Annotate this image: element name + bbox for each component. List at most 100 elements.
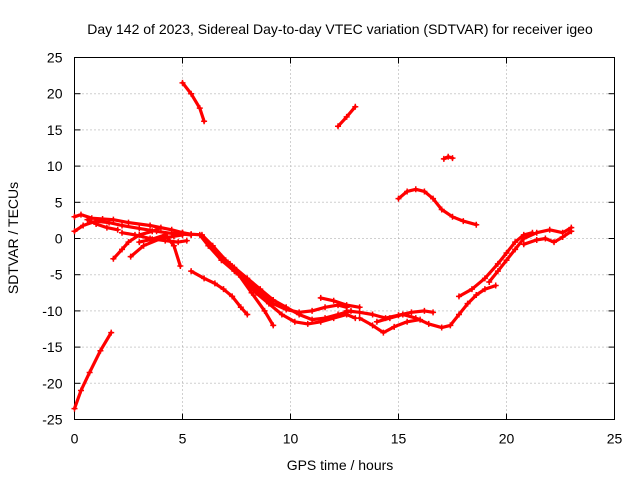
trace-line (319, 296, 362, 309)
data-point (533, 229, 540, 236)
data-point (449, 213, 456, 220)
x-tick-label: 20 (499, 431, 515, 447)
y-tick-label: 10 (47, 158, 63, 174)
trace-line (72, 219, 193, 237)
series-arc-13 (188, 268, 251, 318)
data-point (149, 236, 156, 243)
data-point (188, 268, 195, 275)
data-point (270, 297, 277, 304)
series-arc-24 (520, 228, 575, 248)
data-point (473, 221, 480, 228)
data-point (179, 229, 186, 236)
data-point (520, 235, 527, 242)
data-point (440, 155, 447, 162)
data-point (481, 286, 488, 293)
data-point (455, 311, 462, 318)
data-point (136, 225, 143, 232)
trace-line (180, 81, 206, 123)
data-point (252, 289, 259, 296)
data-point (559, 234, 566, 241)
data-point (464, 300, 471, 307)
data-point (460, 218, 467, 225)
data-point (283, 304, 290, 311)
data-point (108, 329, 115, 336)
data-point (503, 249, 510, 256)
x-axis-label: GPS time / hours (287, 457, 394, 473)
trace-line (487, 226, 573, 284)
x-tick-label: 0 (71, 431, 79, 447)
trace-line (206, 244, 353, 322)
data-point (97, 347, 104, 354)
data-point (201, 275, 208, 282)
data-point (317, 318, 324, 325)
data-point (447, 322, 454, 329)
data-point (369, 322, 376, 329)
trace-line (396, 187, 478, 227)
x-tick-label: 25 (607, 431, 623, 447)
data-point (438, 324, 445, 331)
y-tick-label: -15 (42, 339, 62, 355)
data-point (404, 188, 411, 195)
data-point (257, 286, 264, 293)
data-point (175, 239, 182, 246)
data-point (177, 263, 184, 270)
y-tick-labels: -25 -20 -15 -10 -5 0 5 10 15 20 25 (42, 50, 62, 428)
trace-line (215, 251, 357, 326)
data-point (188, 90, 195, 97)
data-point (265, 300, 272, 307)
data-point (205, 242, 212, 249)
data-point (140, 242, 147, 249)
data-point (77, 387, 84, 394)
data-point (149, 228, 156, 235)
data-point (183, 237, 190, 244)
series-arc-21 (373, 282, 499, 331)
data-point (220, 286, 227, 293)
series-arc-4 (84, 216, 121, 233)
data-point (373, 318, 380, 325)
y-tick-label: -10 (42, 303, 62, 319)
series-arc-8 (136, 231, 184, 270)
data-point (239, 275, 246, 282)
data-point (291, 318, 298, 325)
data-point (119, 229, 126, 236)
data-point (119, 246, 126, 253)
data-point (211, 280, 218, 287)
data-point (343, 307, 350, 314)
trace-line (72, 213, 193, 237)
data-point (86, 369, 93, 376)
data-point (179, 79, 186, 86)
data-point (520, 241, 527, 248)
data-point (110, 216, 117, 223)
data-point (125, 219, 132, 226)
data-point (399, 311, 406, 318)
data-point (512, 239, 519, 246)
data-point (330, 297, 337, 304)
data-point (93, 221, 100, 228)
y-tick-label: -25 (42, 412, 62, 428)
data-point (71, 213, 78, 220)
data-point (103, 224, 110, 231)
data-point (512, 246, 519, 253)
data-point (229, 293, 236, 300)
data-point (486, 278, 493, 285)
chart-title: Day 142 of 2023, Sidereal Day-to-day VTE… (87, 21, 593, 37)
y-tick-label: 20 (47, 86, 63, 102)
data-point (114, 226, 121, 233)
data-point (343, 302, 350, 309)
data-point (551, 239, 558, 246)
data-point (110, 255, 117, 262)
data-point (237, 304, 244, 311)
y-tick-label: 0 (55, 231, 63, 247)
data-point (71, 405, 78, 412)
data-point (71, 228, 78, 235)
data-point (503, 257, 510, 264)
data-point (261, 307, 268, 314)
data-point (391, 323, 398, 330)
data-point (494, 268, 501, 275)
data-traces (71, 79, 575, 412)
x-tick-label: 10 (283, 431, 299, 447)
series-arc-1 (71, 329, 115, 412)
data-point (430, 309, 437, 316)
data-point (473, 291, 480, 298)
data-point (77, 211, 84, 218)
